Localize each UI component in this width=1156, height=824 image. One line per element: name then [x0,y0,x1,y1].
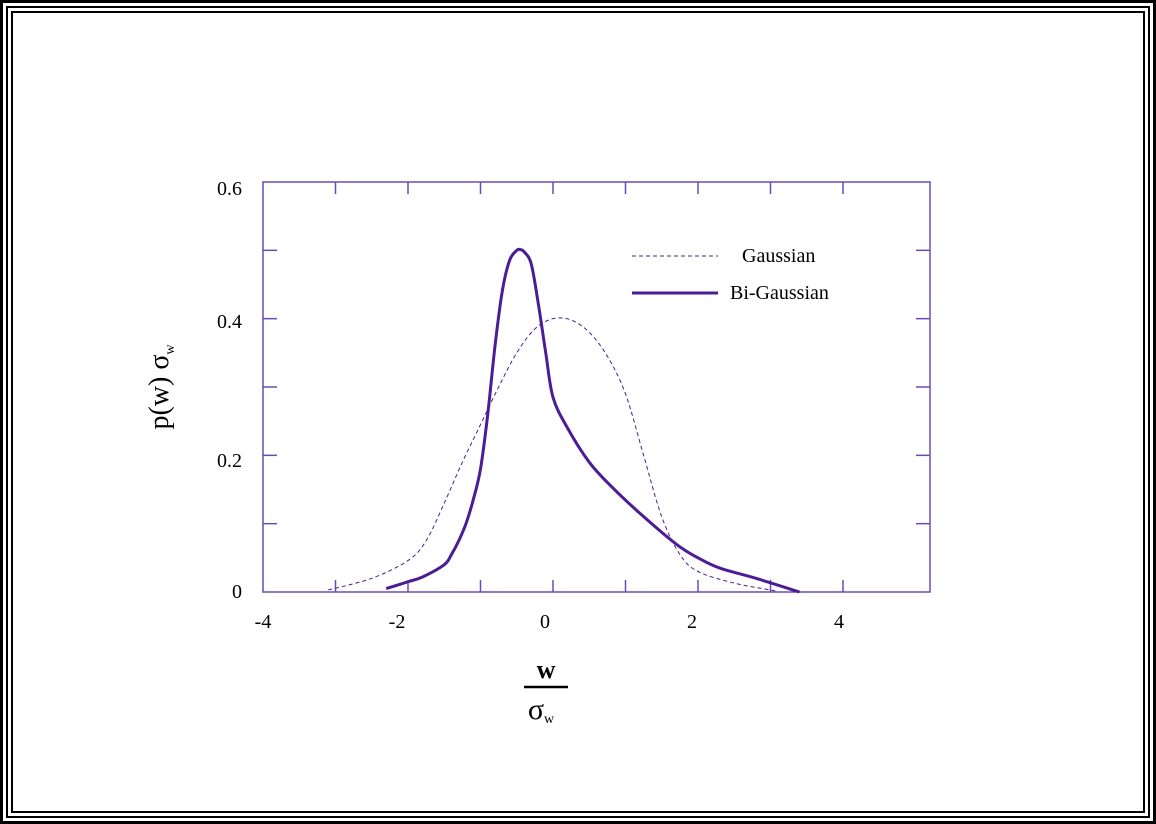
legend-gaussian-label: Gaussian [742,245,815,267]
x-axis-label-sub: w [544,712,555,727]
y-tick-label: 0 [232,581,242,603]
y-tick-label: 0.4 [217,311,242,333]
x-tick-label: 0 [540,611,550,633]
tick-labels: -4 -2 0 2 4 0 0.2 0.4 0.6 [217,178,844,633]
y-axis-label-main: p(w) σ [144,355,175,430]
svg-text:p(w) σw: p(w) σw [144,344,178,430]
x-tick-label: 4 [834,611,844,633]
x-axis-label-sigma: σ [528,693,544,726]
plot-area [262,181,931,593]
inner-frame [11,11,1145,813]
ticks [263,182,930,592]
y-axis-label: p(w) σw [144,344,178,430]
y-tick-label: 0.2 [217,450,242,472]
x-tick-label: -2 [389,611,406,633]
y-tick-label: 0.6 [217,178,242,200]
series-line-bi-gaussian [385,247,800,594]
legend-bigaussian-label: Bi-Gaussian [730,282,829,304]
x-axis-label-numerator: w [537,655,556,684]
series-line-gaussian [328,317,778,592]
x-axis-label: w σw [524,655,568,727]
y-axis-label-sub: w [163,344,178,355]
x-tick-label: 2 [687,611,697,633]
x-tick-label: -4 [255,611,272,633]
legend: Gaussian Bi-Gaussian [632,245,829,304]
series-layer [328,247,800,594]
x-axis-label-denominator: σw [528,693,555,727]
middle-frame [6,6,1150,818]
